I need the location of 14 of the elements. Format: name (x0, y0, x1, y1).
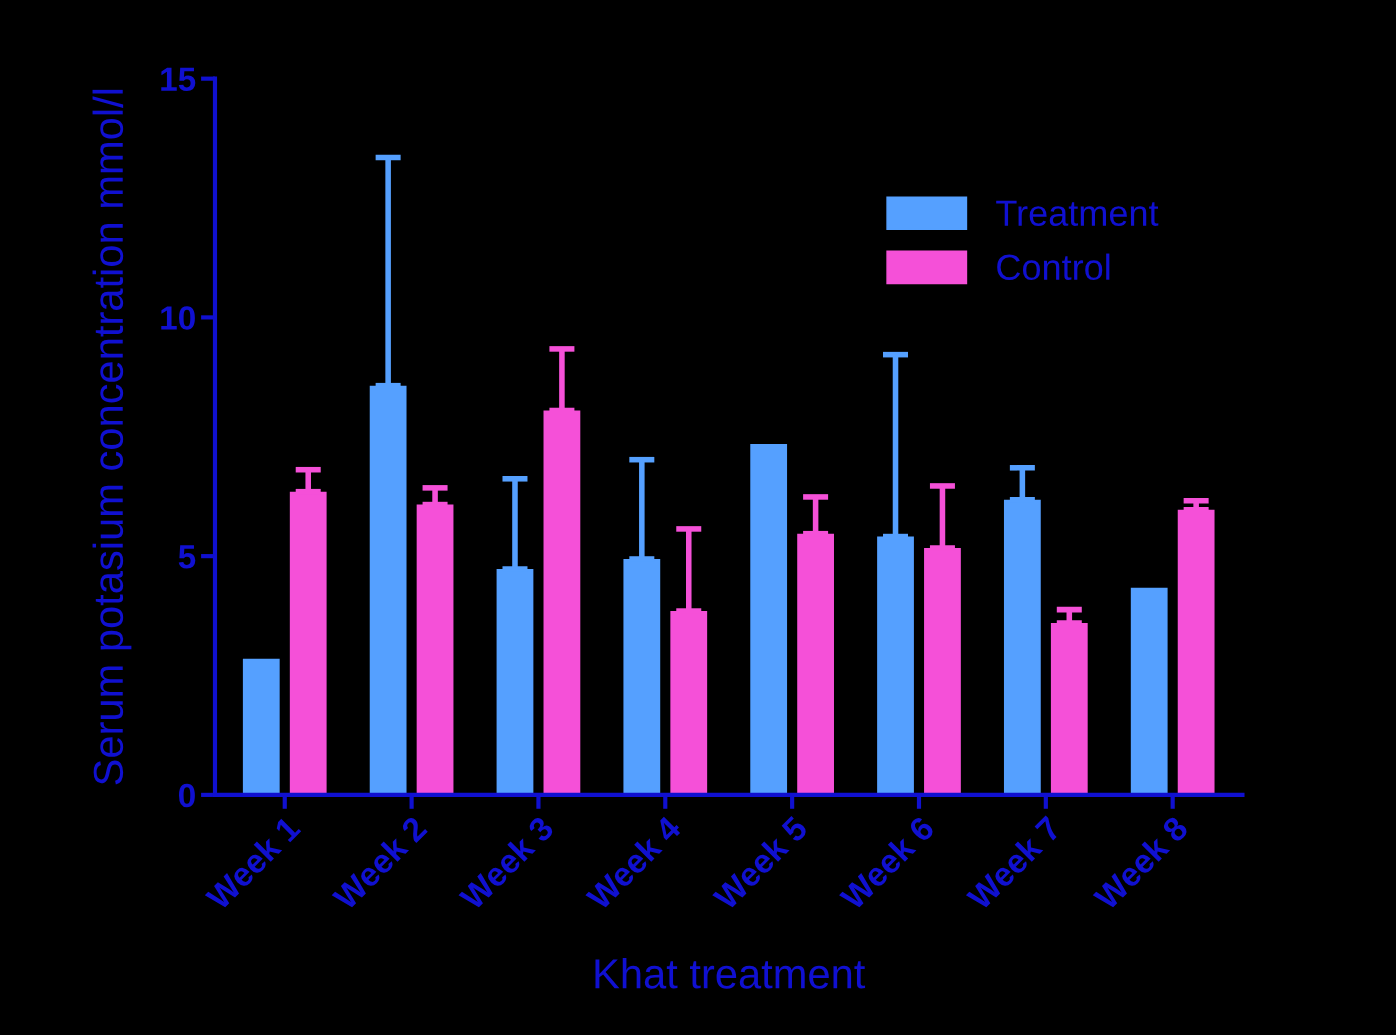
y-tick-label: 0 (179, 783, 195, 808)
legend-label: Control (997, 253, 1110, 281)
x-axis-title: Khat treatment (595, 958, 866, 989)
bar (750, 443, 788, 795)
bar (1003, 499, 1041, 795)
y-axis-title: Serum potasium concentration mmol/l (92, 89, 132, 785)
y-tick-label: 10 (161, 306, 195, 330)
bar (242, 658, 280, 795)
bar (1177, 509, 1215, 795)
bar (1130, 587, 1168, 795)
y-tick-label: 15 (161, 67, 196, 92)
y-tick-label: 5 (178, 545, 196, 569)
legend-label: Treatment (996, 200, 1159, 226)
bar (1050, 622, 1088, 795)
